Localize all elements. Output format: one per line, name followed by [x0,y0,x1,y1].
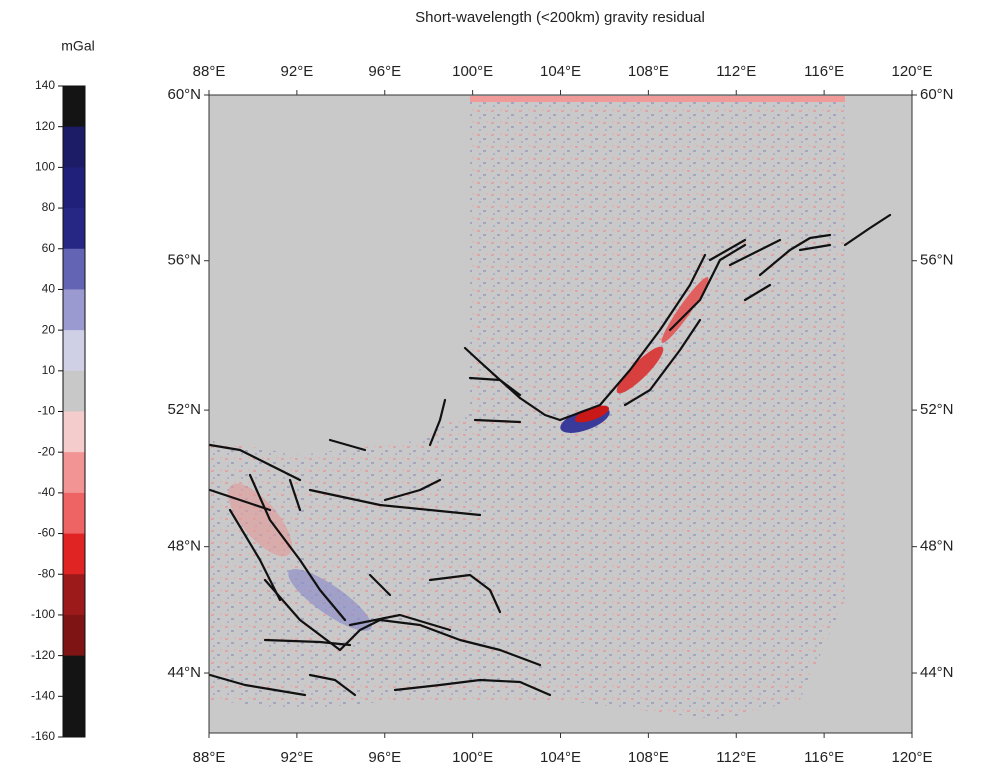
x-tick-label: 96°E [368,63,401,80]
colorbar-segment [63,411,85,453]
colorbar-tick-label: 140 [35,78,55,92]
x-tick-label: 88°E [193,63,226,80]
colorbar-tick-label: 80 [42,200,56,214]
residual-field [209,95,845,720]
colorbar-segment [63,330,85,372]
colorbar-segment [63,126,85,168]
faults [209,213,892,697]
colorbar-segment [63,452,85,494]
x-tick-label: 100°E [452,63,493,80]
x-tick-label: 108°E [628,63,669,80]
title: Short-wavelength (<200km) gravity residu… [415,9,705,26]
colorbar-segment [63,86,85,128]
x-tick-label: 116°E [804,749,844,766]
colorbar-tick-label: 100 [35,160,55,174]
colorbar-segment [63,574,85,616]
x-tick-label: 88°E [193,749,226,766]
colorbar: 140 120 100 80 60 40 20 10 -10 -20 -40 -60 -80 -100 -1… [31,78,86,743]
x-tick-label: 104°E [540,63,581,80]
x-tick-label: 112°E [716,749,756,766]
colorbar-tick-label: -140 [31,688,55,702]
y-tick-label: 52°N [920,401,954,418]
colorbar-segment [63,533,85,575]
colorbar-tick-label: -160 [31,729,55,743]
colorbar-tick-label: 20 [42,322,56,336]
colorbar-tick-label: -40 [38,485,56,499]
colorbar-tick-label: -120 [31,648,55,662]
x-tick-label: 92°E [281,749,314,766]
anomaly [574,405,610,423]
y-tick-label: 56°N [920,252,954,269]
x-tick-label: 116°E [804,63,844,80]
colorbar-segment [63,289,85,331]
colorbar-segment [63,696,85,738]
colorbar-tick-label: 120 [35,119,55,133]
x-tick-label: 120°E [891,63,932,80]
colorbar-tick-label: 10 [42,363,56,377]
y-tick-label: 52°N [167,401,201,418]
colorbar-segment [63,208,85,250]
x-tick-label: 112°E [716,63,756,80]
y-tick-label: 44°N [167,664,201,681]
colorbar-segment [63,248,85,290]
colorbar-tick-label: -80 [38,566,56,580]
y-tick-label: 48°N [920,538,954,555]
map-axes: 88°E 88°E 92°E 92°E 96°E 96°E 100°E 100°E 104°E 1… [167,63,953,766]
colorbar-tick-label: -60 [38,526,56,540]
anomaly [288,569,372,631]
x-tick-label: 108°E [628,749,669,766]
colorbar-tick-label: -100 [31,607,55,621]
anomaly [616,346,664,394]
x-tick-label: 120°E [891,749,932,766]
colorbar-label: mGal [61,38,94,54]
colorbar-tick-label: -20 [38,444,56,458]
x-tick-label: 100°E [452,749,493,766]
colorbar-segment [63,492,85,535]
x-tick-label: 104°E [540,749,581,766]
colorbar-segment [63,167,85,209]
map-area [209,95,912,733]
y-tick-label: 60°N [167,86,201,103]
x-tick-label: 92°E [281,63,314,80]
colorbar-tick-label: -10 [38,404,56,418]
y-tick-label: 44°N [920,664,954,681]
colorbar-tick-label: 40 [42,282,56,296]
y-tick-label: 60°N [920,86,954,103]
colorbar-tick-label: 60 [42,241,56,255]
x-tick-label: 96°E [368,749,401,766]
colorbar-segment [63,655,85,697]
y-tick-label: 48°N [167,538,201,555]
y-tick-label: 56°N [167,252,201,269]
colorbar-segment [63,614,85,657]
edge-artifact [470,96,845,102]
colorbar-segment [63,370,85,412]
